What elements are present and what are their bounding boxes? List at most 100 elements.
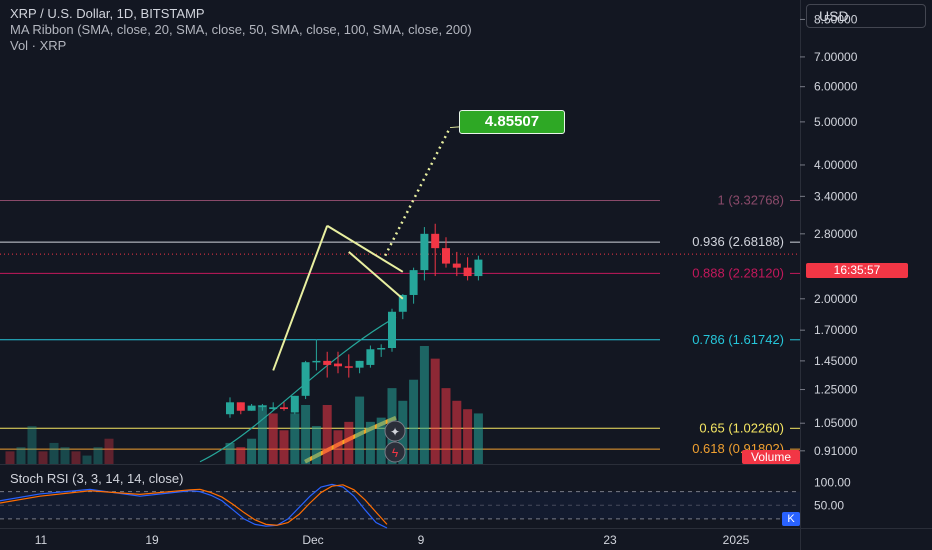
time-tick-label: 2025 [723, 533, 750, 547]
volume-bar [463, 409, 473, 464]
candle-body [366, 349, 375, 365]
volume-bar [311, 426, 321, 464]
volume-bar [27, 426, 37, 464]
price-tick-label: 1.25000 [814, 383, 858, 397]
ma-20-line [199, 316, 397, 463]
volume-bar [16, 447, 26, 464]
currency-button[interactable]: USD [806, 4, 926, 28]
fib-level-label: 0.65 (1.02260) [699, 420, 784, 435]
candle-body [323, 360, 332, 365]
volume-bar [322, 405, 332, 464]
price-axis[interactable]: 8.50000 7.00000 6.00000 5.00000 4.00000 3.400… [800, 12, 858, 458]
price-tick-label: 2.00000 [814, 292, 858, 306]
volume-bar [441, 388, 451, 464]
fib-level-label: 1 (3.32768) [718, 192, 785, 207]
candle-body [269, 407, 278, 410]
volume-bar [376, 417, 386, 464]
candle-body [377, 348, 386, 350]
volume-bar [247, 438, 257, 464]
volume-bar [225, 442, 235, 464]
volume-bar [279, 430, 289, 464]
candle-body [226, 402, 234, 415]
price-axis-border [800, 0, 801, 550]
pane-separator [0, 464, 800, 465]
candle-body [398, 294, 407, 312]
volume-bar [38, 451, 48, 464]
volume-bar [290, 413, 300, 464]
price-tick-label: 1.45000 [814, 354, 858, 368]
price-tick-label: 3.40000 [814, 189, 858, 203]
fib-level-label: 0.786 (1.61742) [692, 332, 784, 347]
candles [226, 223, 483, 418]
candle-body [420, 233, 429, 271]
candle-body [258, 405, 267, 408]
volume-bar [93, 447, 103, 464]
candle-body [247, 405, 256, 411]
volume-bar [257, 405, 267, 464]
fib-level-label: 0.888 (2.28120) [692, 265, 784, 280]
candle-body [388, 311, 396, 349]
price-tick-label: 6.00000 [814, 80, 858, 94]
replay-icon-bg [384, 441, 406, 463]
chart-title: XRP / U.S. Dollar, 1D, BITSTAMP [10, 6, 205, 21]
volume-bar [452, 400, 462, 464]
stoch-k-badge: K [782, 512, 800, 526]
volume-label: Volume [742, 450, 800, 464]
time-axis[interactable]: 11 19 Dec 9 23 2025 [35, 533, 750, 547]
volume-legend: Vol · XRP [10, 38, 67, 53]
candle-body [474, 259, 483, 277]
candle-body [463, 267, 472, 277]
stoch-k-line [199, 483, 388, 529]
volume-bar [71, 451, 81, 464]
fib-level-label: 0.936 (2.68188) [692, 234, 784, 249]
candle-body [442, 248, 450, 264]
lightning-icon: ϟ [392, 446, 399, 460]
candle-body [236, 402, 245, 411]
time-tick-label: Dec [302, 533, 323, 547]
price-tick-label: 8.50000 [814, 12, 858, 26]
time-tick-label: 9 [418, 533, 425, 547]
flag-upper-line [326, 224, 404, 273]
star-icon: ✦ [390, 425, 400, 439]
stoch-d-line-history [0, 488, 201, 504]
price-tick-label: 5.00000 [814, 115, 858, 129]
trend-line-pole [272, 225, 329, 371]
flag-icon-bg [384, 420, 406, 442]
time-axis-border [0, 528, 932, 529]
volume-bar [236, 447, 246, 464]
stoch-rsi-legend: Stoch RSI (3, 3, 14, 14, close) [10, 471, 184, 486]
price-tick-label: 2.80000 [814, 227, 858, 241]
volume-bar [268, 413, 278, 464]
stoch-d-line [199, 484, 388, 526]
price-tick-label: 0.91000 [814, 444, 858, 458]
volume-bar [333, 430, 343, 464]
volume-bar [365, 421, 375, 464]
volume-bar [60, 447, 70, 464]
price-tick-label: 4.00000 [814, 158, 858, 172]
flag-lower-line [348, 251, 404, 300]
volume-bar [5, 451, 15, 464]
volume-bar [430, 358, 440, 464]
candle-body [312, 360, 321, 363]
time-tick-label: 23 [603, 533, 617, 547]
countdown-badge: 16:35:57 [806, 263, 908, 278]
volume-bar [409, 379, 419, 464]
volume-bar [82, 455, 92, 464]
drawings: ✦ϟ [272, 125, 471, 463]
target-price-label[interactable]: 4.85507 [459, 110, 565, 134]
price-tick-label: 1.70000 [814, 323, 858, 337]
volume-bar [104, 438, 114, 464]
candle-body [334, 363, 342, 367]
candle-body [301, 362, 310, 396]
time-tick-label: 19 [145, 533, 159, 547]
candle-body [344, 366, 353, 368]
stoch-tick-label: 50.00 [814, 498, 844, 512]
candle-body [409, 270, 418, 295]
volume-bar [344, 421, 354, 464]
volume-bar [419, 346, 429, 464]
time-tick-label: 11 [35, 533, 48, 547]
candle-body [431, 233, 440, 249]
candle-body [280, 407, 288, 410]
price-tick-label: 1.05000 [814, 416, 858, 430]
